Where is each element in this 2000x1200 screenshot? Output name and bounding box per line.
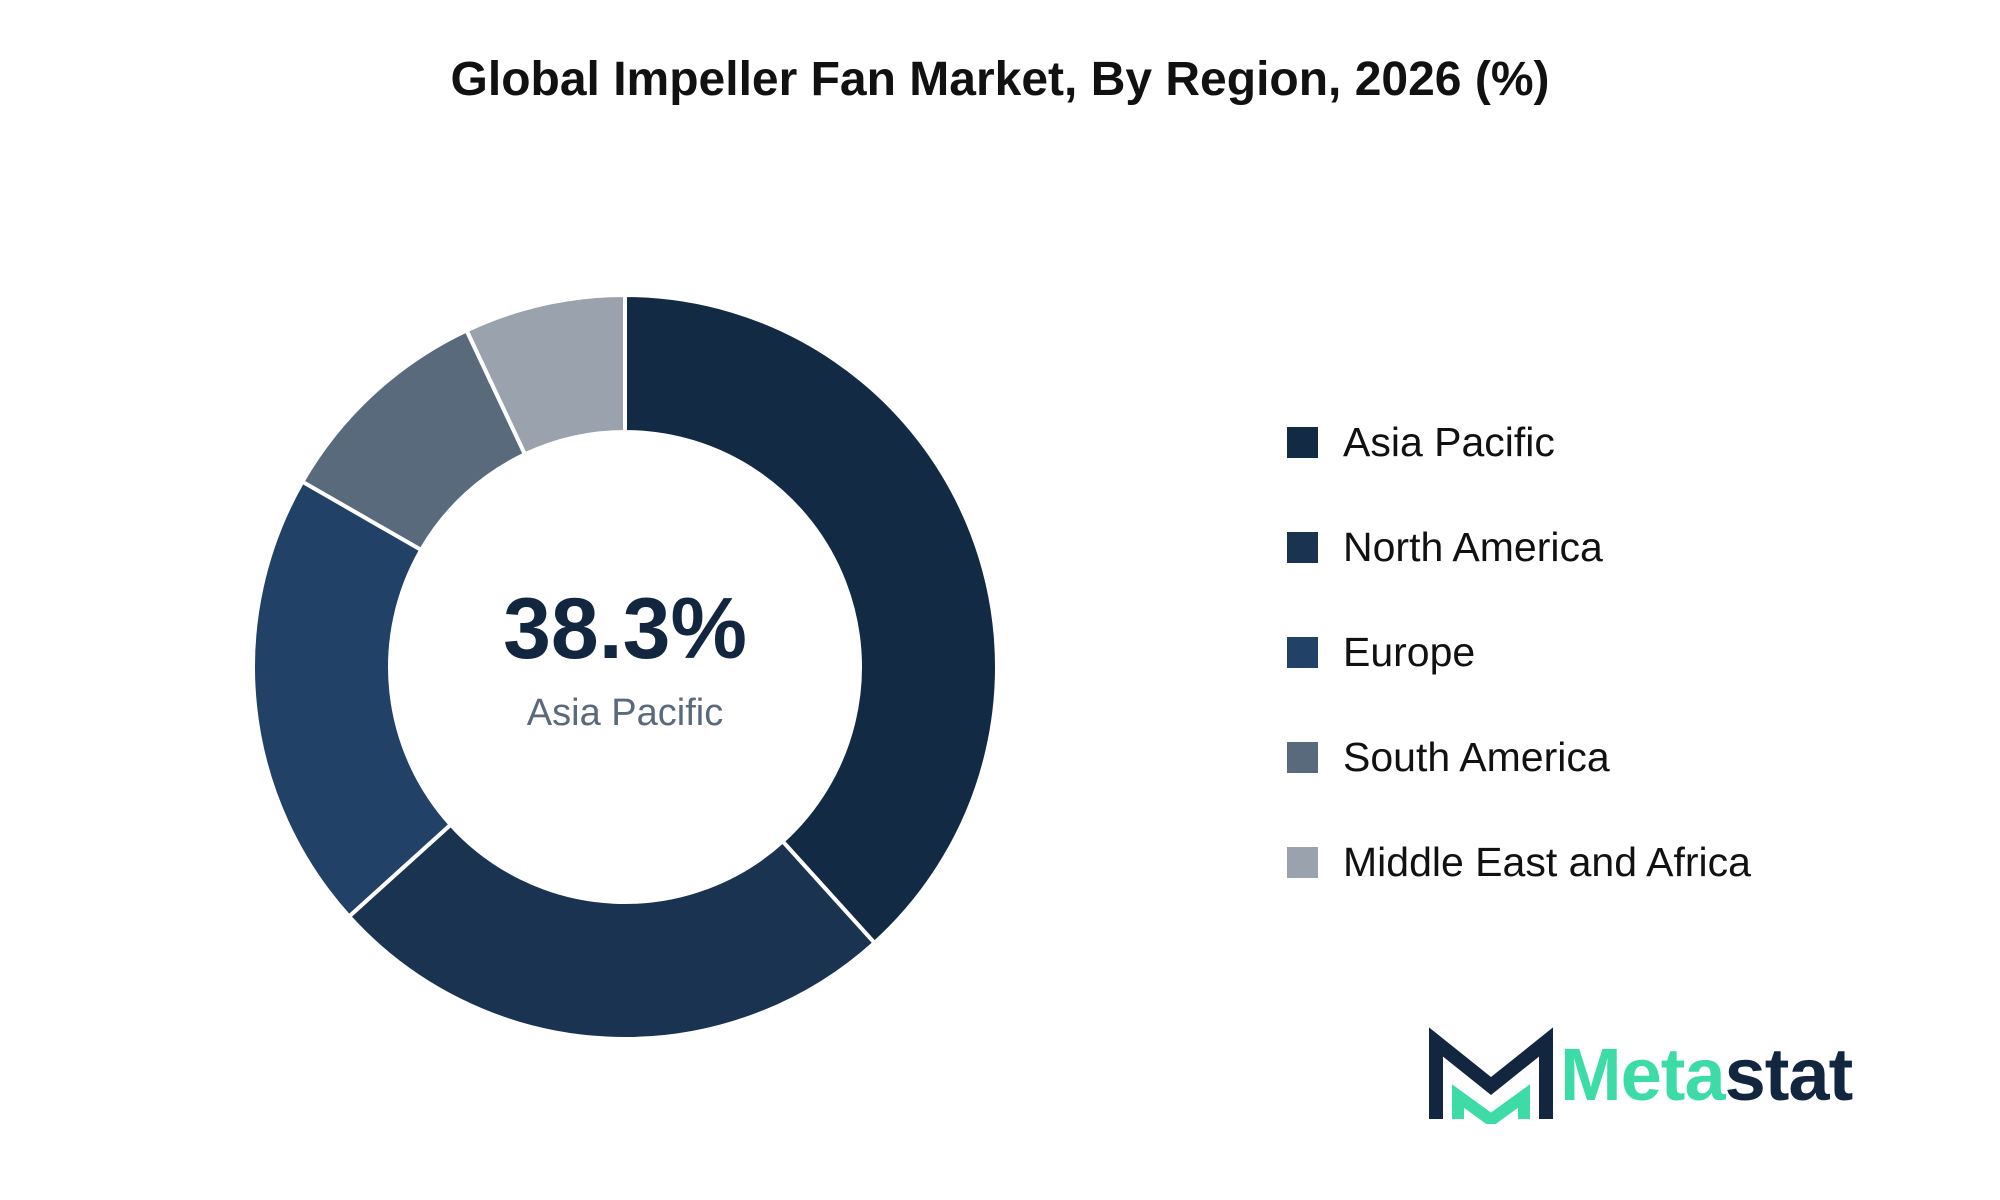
donut-slices [251,292,999,1041]
logo-text-stat: stat [1724,1032,1854,1116]
legend-item: Europe [1287,600,1751,705]
donut-slice-europe [251,478,454,920]
donut-slice-middle-east-and-africa [463,292,627,458]
metastat-logo: Metastat [1428,1024,1854,1124]
logo-text-meta: Meta [1560,1032,1726,1116]
center-label: Asia Pacific [527,692,723,734]
legend-item: Middle East and Africa [1287,810,1751,915]
center-value: 38.3% [503,581,747,677]
legend-label: South America [1343,734,1610,780]
legend-label: Asia Pacific [1343,419,1555,465]
legend: Asia Pacific North America Europe South Ame… [1287,390,1751,915]
legend-swatch [1287,637,1318,668]
metastat-logo-icon [1429,1027,1553,1124]
legend-label: Middle East and Africa [1343,839,1751,885]
legend-swatch [1287,427,1318,458]
legend-swatch [1287,847,1318,878]
legend-label: Europe [1343,629,1476,675]
legend-item: North America [1287,495,1751,600]
legend-item: South America [1287,705,1751,810]
donut-slice-north-america [346,821,878,1041]
legend-label: North America [1343,524,1603,570]
legend-item: Asia Pacific [1287,390,1751,495]
chart-title: Global Impeller Fan Market, By Region, 2… [450,53,1550,106]
legend-swatch [1287,742,1318,773]
legend-swatch [1287,532,1318,563]
donut-slice-asia-pacific [623,292,999,946]
